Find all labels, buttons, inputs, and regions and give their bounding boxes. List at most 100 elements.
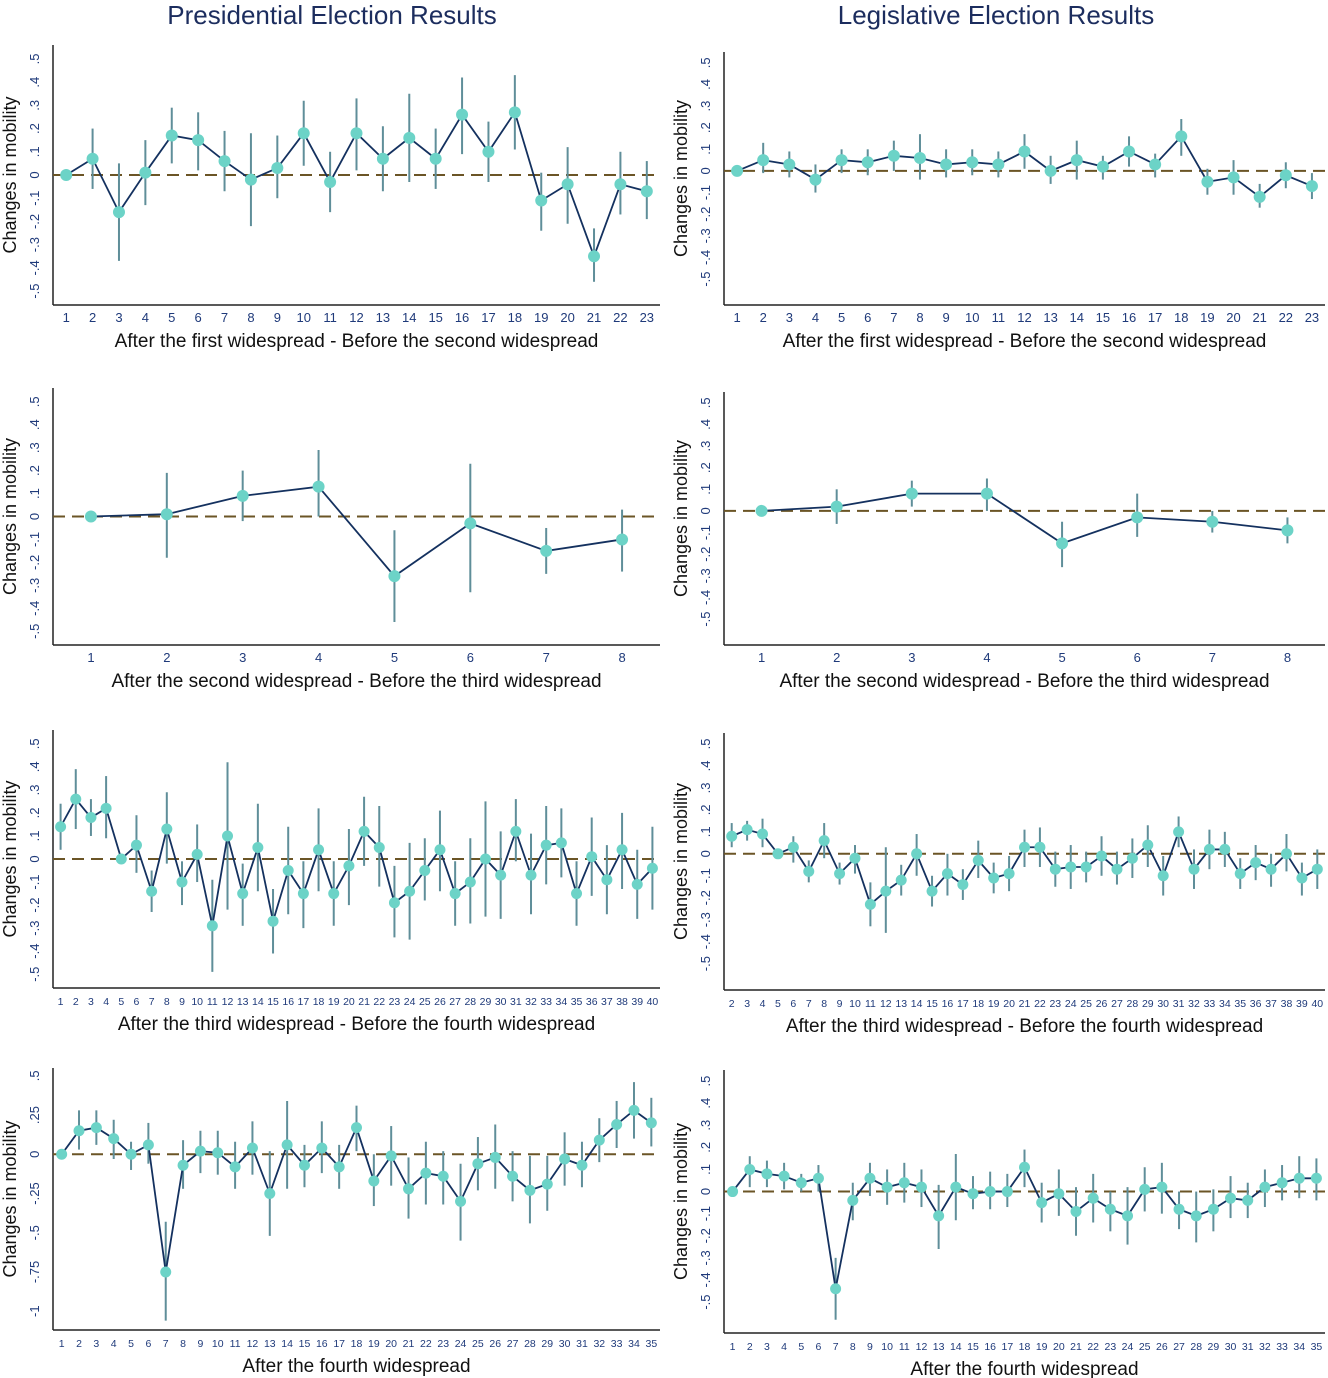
x-tick-label: 7 — [221, 310, 228, 325]
data-point — [864, 1172, 876, 1184]
x-tick-label: 14 — [402, 310, 416, 325]
data-point — [727, 1186, 739, 1198]
data-point — [614, 178, 627, 191]
data-point — [84, 510, 97, 523]
x-tick-label: 12 — [1017, 310, 1031, 325]
y-tick-label: .2 — [698, 122, 713, 133]
x-tick-label: 18 — [972, 998, 984, 1010]
y-tick-label: -.3 — [698, 228, 713, 243]
data-point — [555, 837, 567, 849]
data-point — [271, 162, 284, 175]
data-point — [1018, 145, 1031, 158]
x-tick-label: 24 — [404, 996, 416, 1008]
x-tick-label: 19 — [1200, 310, 1214, 325]
data-point — [161, 823, 173, 835]
x-tick-label: 16 — [455, 310, 469, 325]
x-tick-label: 12 — [247, 1338, 259, 1350]
data-point — [449, 888, 461, 900]
data-point — [1096, 850, 1108, 862]
x-tick-label: 21 — [358, 996, 370, 1008]
x-tick-label: 33 — [540, 996, 552, 1008]
y-tick-label: .1 — [27, 831, 42, 842]
y-tick-label: -.5 — [698, 271, 713, 286]
data-point — [984, 1186, 996, 1198]
x-tick-label: 5 — [168, 310, 175, 325]
x-tick-label: 17 — [1148, 310, 1162, 325]
y-tick-label: .5 — [27, 1070, 42, 1081]
x-tick-label: 19 — [534, 310, 548, 325]
x-axis-label: After the first widespread - Before the … — [783, 331, 1267, 352]
data-point — [905, 487, 918, 500]
data-point — [1003, 868, 1015, 880]
x-tick-label: 5 — [775, 998, 781, 1010]
y-tick-label: -.4 — [27, 601, 42, 616]
data-point — [913, 151, 926, 164]
data-point — [1149, 158, 1162, 171]
data-point — [1203, 843, 1215, 855]
data-point — [541, 1178, 553, 1190]
x-tick-label: 1 — [87, 650, 94, 665]
data-point — [1281, 524, 1294, 537]
y-tick-label: -.3 — [698, 1250, 713, 1265]
x-tick-label: 16 — [316, 1338, 328, 1350]
x-tick-label: 13 — [895, 998, 907, 1010]
data-point — [741, 824, 753, 836]
y-tick-label: -.2 — [27, 555, 42, 570]
data-point — [731, 164, 744, 177]
x-tick-label: 9 — [274, 310, 281, 325]
y-tick-label: .4 — [27, 761, 42, 772]
x-tick-label: 19 — [368, 1338, 380, 1350]
data-point — [628, 1104, 640, 1116]
x-tick-label: 11 — [207, 996, 218, 1008]
y-tick-label: -.2 — [27, 897, 42, 912]
x-tick-label: 19 — [328, 996, 340, 1008]
x-tick-label: 9 — [942, 310, 949, 325]
x-tick-label: 3 — [93, 1338, 99, 1350]
data-point — [56, 1148, 68, 1160]
x-tick-label: 3 — [744, 998, 750, 1010]
data-point — [1122, 1210, 1134, 1222]
x-tick-label: 13 — [264, 1338, 276, 1350]
data-point — [1070, 1205, 1082, 1217]
data-point — [1173, 1203, 1185, 1215]
y-tick-label: .1 — [27, 488, 42, 499]
data-point — [73, 1125, 85, 1137]
data-point — [849, 852, 861, 864]
x-axis-label: After the first widespread - Before the … — [115, 331, 599, 352]
data-point — [576, 1159, 588, 1171]
x-tick-label: 27 — [1173, 1341, 1185, 1353]
x-tick-label: 24 — [455, 1338, 467, 1350]
x-tick-label: 32 — [593, 1338, 605, 1350]
x-tick-label: 15 — [967, 1341, 979, 1353]
data-point — [191, 848, 203, 860]
data-point — [915, 1181, 927, 1193]
x-tick-label: 4 — [103, 996, 109, 1008]
x-tick-label: 28 — [1127, 998, 1139, 1010]
data-point — [726, 830, 738, 842]
y-tick-label: .5 — [698, 397, 713, 408]
x-tick-label: 17 — [481, 310, 495, 325]
x-tick-label: 17 — [298, 996, 310, 1008]
data-point — [1049, 863, 1061, 875]
data-point — [237, 888, 249, 900]
data-point — [1250, 857, 1262, 869]
data-point — [333, 1161, 345, 1173]
y-tick-label: -.2 — [698, 547, 713, 562]
data-point — [419, 865, 431, 877]
x-tick-label: 3 — [115, 310, 122, 325]
x-tick-label: 5 — [798, 1341, 804, 1353]
data-point — [420, 1167, 432, 1179]
x-tick-label: 1 — [59, 1338, 65, 1350]
y-tick-label: -.1 — [27, 532, 42, 547]
y-tick-label: .4 — [27, 419, 42, 430]
data-point — [482, 145, 495, 158]
data-point — [561, 178, 574, 191]
x-tick-label: 13 — [933, 1341, 945, 1353]
data-point — [1190, 1210, 1202, 1222]
data-point — [192, 134, 205, 147]
x-tick-label: 20 — [1226, 310, 1240, 325]
y-tick-label: -.1 — [27, 874, 42, 889]
x-tick-label: 3 — [239, 650, 246, 665]
data-point — [146, 885, 158, 897]
x-tick-label: 13 — [1043, 310, 1057, 325]
